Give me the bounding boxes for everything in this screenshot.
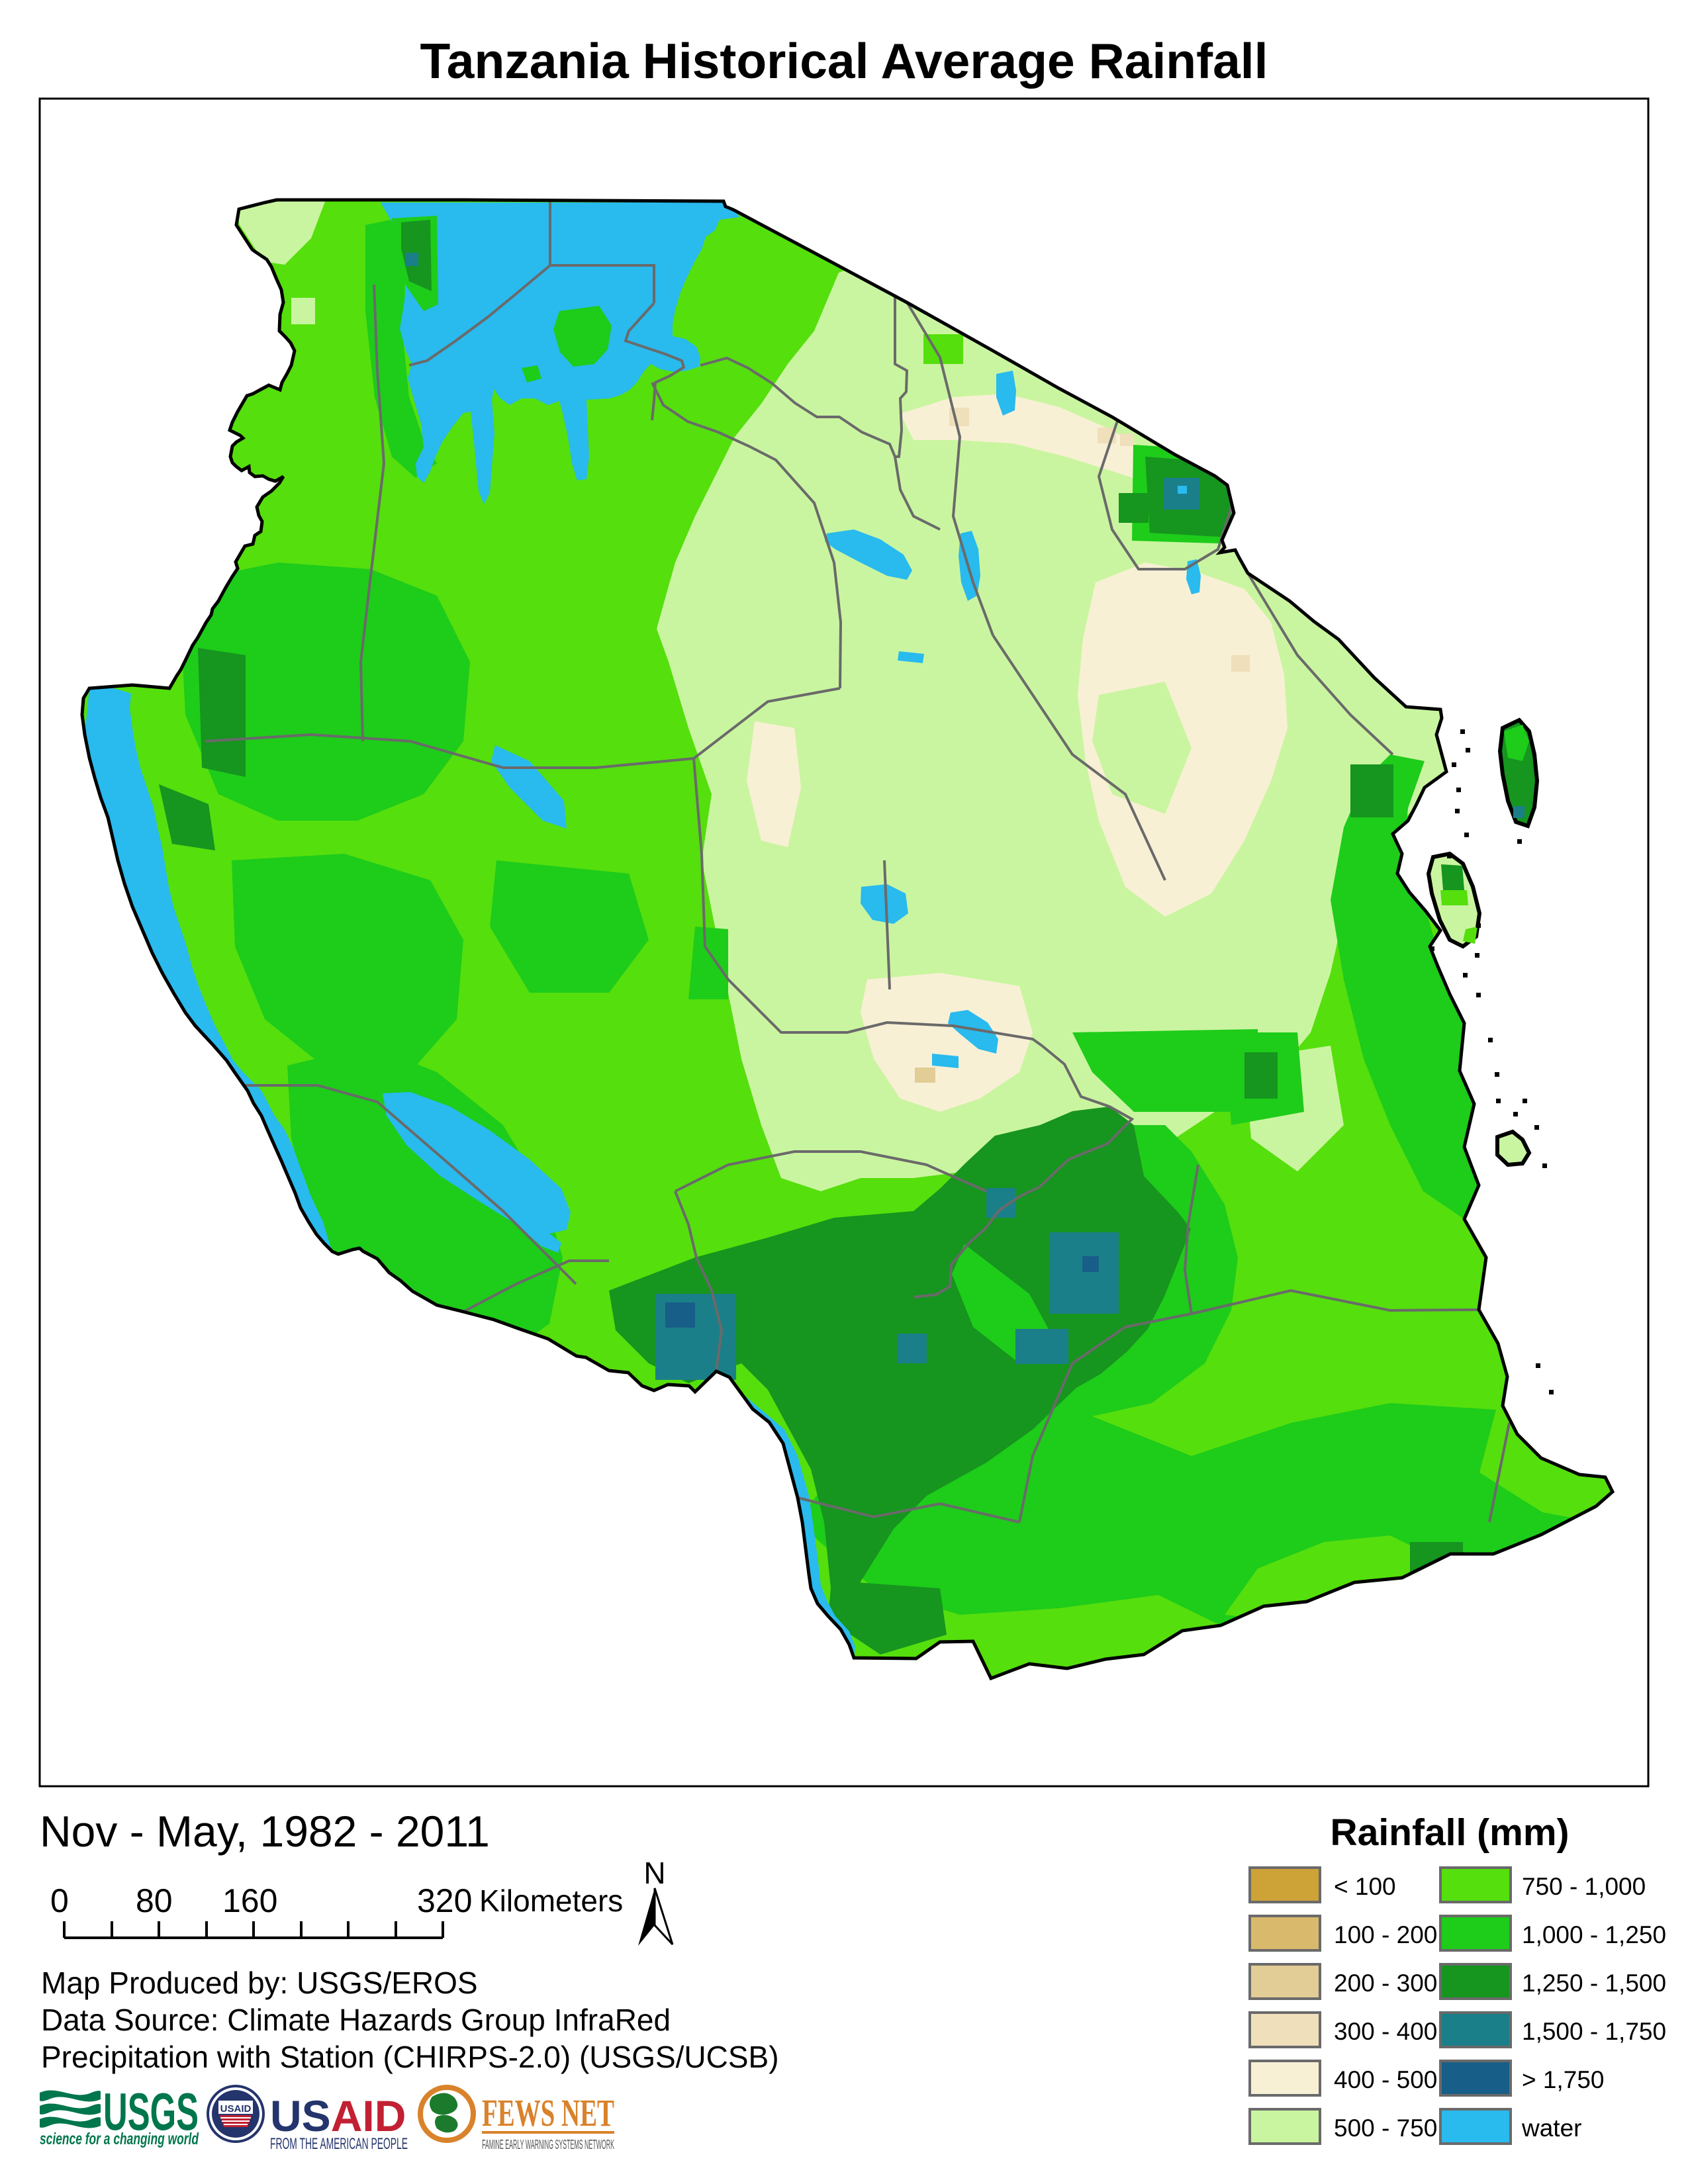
svg-text:FEWS NET: FEWS NET [482, 2091, 614, 2134]
svg-text:USAID: USAID [220, 2103, 252, 2115]
svg-text:FROM THE AMERICAN PEOPLE: FROM THE AMERICAN PEOPLE [270, 2135, 408, 2153]
svg-text:USAID: USAID [270, 2091, 406, 2140]
svg-text:FAMINE EARLY WARNING SYSTEMS N: FAMINE EARLY WARNING SYSTEMS NETWORK [482, 2138, 614, 2152]
svg-text:N: N [643, 1856, 665, 1890]
svg-text:USGS: USGS [103, 2082, 199, 2141]
svg-text:science for a changing world: science for a changing world [40, 2130, 199, 2148]
